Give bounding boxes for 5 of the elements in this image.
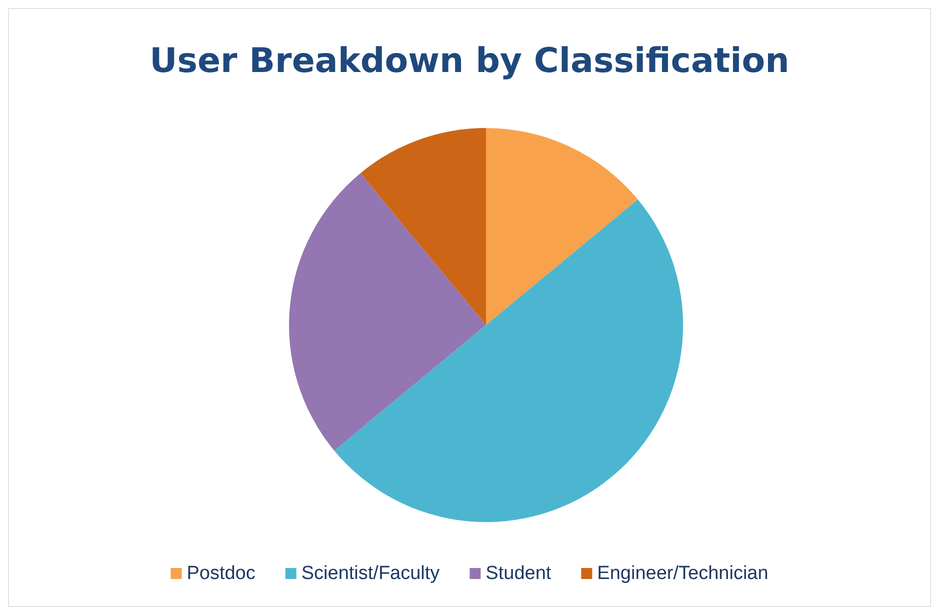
legend-label: Postdoc	[186, 563, 256, 584]
legend-label: Scientist/Faculty	[301, 563, 440, 584]
legend-label: Student	[486, 563, 552, 584]
legend-label: Engineer/Technician	[597, 563, 768, 584]
chart-title: User Breakdown by Classification	[150, 41, 790, 81]
